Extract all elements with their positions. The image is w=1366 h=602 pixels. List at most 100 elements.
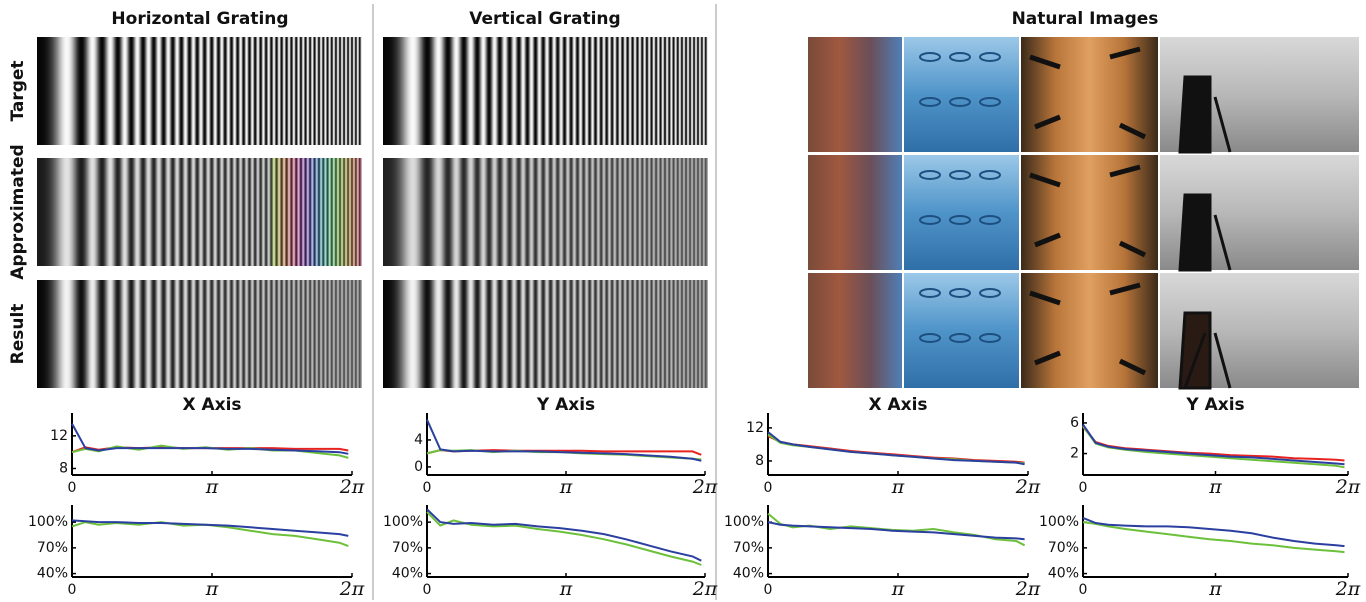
y-tick-label: 40% (1048, 566, 1079, 582)
ripple (919, 170, 941, 180)
chart-title: Y Axis (536, 395, 595, 415)
series-line (426, 511, 702, 566)
y-tick-label: 70% (392, 540, 423, 556)
y-tick-label: 70% (1048, 540, 1079, 556)
ripple (949, 288, 971, 298)
cameraman (1178, 75, 1232, 154)
y-tick-label: 40% (733, 566, 764, 582)
x-tick-label: 0 (423, 582, 432, 598)
grating-image (37, 158, 362, 266)
x-tick-label: 0 (764, 480, 773, 496)
ripple (919, 333, 941, 343)
y-tick-label: 70% (37, 540, 68, 556)
x-tick-label: π (1208, 578, 1222, 600)
series-line (767, 512, 1026, 547)
y-tick-label: 40% (37, 566, 68, 582)
x-tick-label: 0 (764, 582, 773, 598)
x-tick-label: π (559, 578, 573, 600)
y-tick-label: 12 (746, 420, 764, 436)
natural-image (808, 155, 902, 270)
x-tick-label: 2π (1015, 578, 1041, 600)
x-tick-label: 2π (1335, 476, 1361, 498)
grating-image (37, 37, 362, 145)
tiger-stripes (1029, 282, 1147, 376)
row-label: Target (8, 60, 28, 121)
column-title: Natural Images (1012, 9, 1159, 29)
chart-title: Y Axis (1185, 395, 1244, 415)
ripple (949, 333, 971, 343)
grating-image (383, 37, 708, 145)
y-tick-label: 12 (50, 428, 68, 444)
series-line (767, 435, 1025, 464)
x-tick-label: π (891, 578, 905, 600)
y-tick-label: 8 (59, 460, 68, 476)
natural-image (808, 37, 902, 152)
series-line (767, 433, 1025, 465)
cameraman (1178, 311, 1232, 390)
y-tick-label: 40% (392, 566, 423, 582)
x-tick-label: π (891, 476, 905, 498)
x-tick-label: 2π (692, 578, 718, 600)
y-tick-label: 100% (1039, 514, 1079, 530)
x-tick-label: 0 (68, 582, 77, 598)
y-tick-label: 8 (755, 453, 764, 469)
x-tick-label: π (559, 476, 573, 498)
natural-image (808, 273, 902, 388)
grating-image (383, 158, 708, 266)
y-tick-label: 0 (414, 459, 423, 475)
series-line (1082, 423, 1345, 466)
grating-image (37, 280, 362, 388)
x-tick-label: 2π (339, 476, 365, 498)
ripple (949, 170, 971, 180)
tiger-stripes (1029, 46, 1147, 140)
x-tick-label: 2π (692, 476, 718, 498)
y-tick-label: 4 (414, 432, 423, 448)
ripple (979, 288, 1001, 298)
x-tick-label: 0 (423, 480, 432, 496)
y-tick-label: 100% (724, 514, 764, 530)
x-tick-label: 0 (1079, 480, 1088, 496)
series-line (71, 423, 349, 455)
row-label: Result (8, 304, 28, 365)
x-tick-label: π (1208, 476, 1222, 498)
chart-title: X Axis (868, 395, 927, 415)
y-tick-label: 70% (733, 540, 764, 556)
tiger-stripes (1029, 164, 1147, 258)
x-tick-label: 2π (1015, 476, 1041, 498)
series-line (1082, 516, 1345, 548)
x-tick-label: π (205, 476, 219, 498)
ripple (979, 170, 1001, 180)
x-tick-label: 2π (1335, 578, 1361, 600)
ripple (979, 52, 1001, 62)
y-tick-label: 100% (28, 514, 68, 530)
ripple (919, 215, 941, 225)
series-line (426, 419, 702, 462)
series-line (1082, 521, 1345, 554)
column-title: Vertical Grating (469, 9, 620, 29)
x-tick-label: 2π (339, 578, 365, 600)
y-tick-label: 6 (1070, 415, 1079, 431)
series-line (767, 431, 1025, 466)
grating-image (383, 280, 708, 388)
y-tick-label: 100% (383, 514, 423, 530)
x-tick-label: 0 (1079, 582, 1088, 598)
ripple (919, 52, 941, 62)
ripple (949, 215, 971, 225)
ripple (949, 97, 971, 107)
series-line (426, 508, 702, 562)
ripple (919, 97, 941, 107)
series-line (71, 519, 349, 537)
row-label: Approximated (8, 144, 28, 279)
series-line (767, 521, 1025, 541)
ripple (919, 288, 941, 298)
column-title: Horizontal Grating (111, 9, 288, 29)
y-tick-label: 2 (1070, 446, 1079, 462)
ripple (979, 333, 1001, 343)
x-tick-label: π (205, 578, 219, 600)
cameraman (1178, 193, 1232, 272)
chart-title: X Axis (182, 395, 241, 415)
ripple (979, 215, 1001, 225)
